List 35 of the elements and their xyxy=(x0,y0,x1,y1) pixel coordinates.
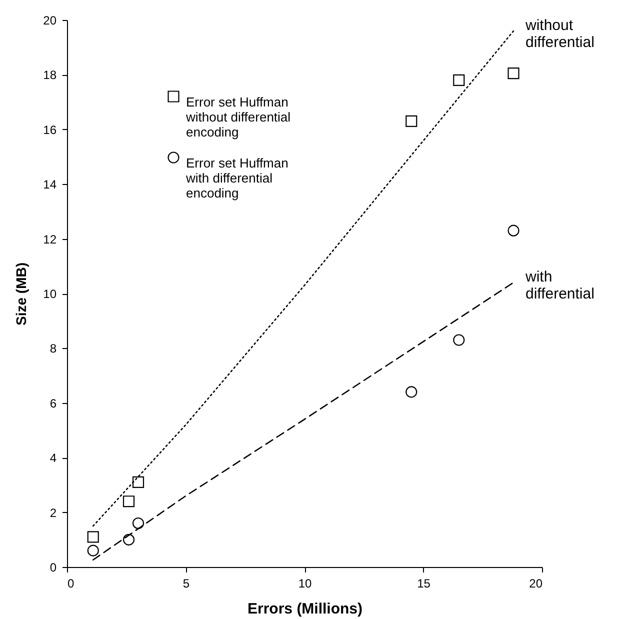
y-tick-label: 10 xyxy=(43,287,57,301)
point xyxy=(453,334,465,346)
point xyxy=(508,68,520,80)
point xyxy=(87,531,99,543)
y-axis-title: Size (MB) xyxy=(13,262,30,326)
x-tick-label: 15 xyxy=(417,576,431,590)
y-tick-label: 16 xyxy=(43,122,57,137)
point xyxy=(453,74,465,86)
point xyxy=(508,224,520,236)
y-tick-label: 14 xyxy=(43,178,57,192)
line-series xyxy=(92,30,514,527)
point xyxy=(132,517,144,530)
x-tick-label: 20 xyxy=(529,576,543,590)
legend-label: Error set Huffman with differential encoding xyxy=(185,156,288,200)
point xyxy=(406,386,418,398)
y-tick-label: 2 xyxy=(50,506,57,520)
y-tick-label: 20 xyxy=(43,14,57,28)
x-axis-title: Errors (Millions) xyxy=(247,600,363,618)
point xyxy=(122,496,135,508)
annotation: without differential xyxy=(524,16,594,51)
point xyxy=(132,476,144,488)
annotation: with differential xyxy=(524,268,594,303)
point xyxy=(122,534,135,546)
y-tick-label: 6 xyxy=(50,396,57,410)
y-tick-label: 12 xyxy=(43,232,57,246)
x-tick-label: 5 xyxy=(182,576,190,590)
point xyxy=(406,115,418,127)
x-tick-label: 10 xyxy=(298,576,312,590)
point xyxy=(87,544,99,556)
x-tick-label: 0 xyxy=(68,576,74,590)
y-tick-label: 4 xyxy=(50,451,57,466)
y-tick-label: 8 xyxy=(50,342,57,356)
legend-label: Error set Huffman without differential encoding xyxy=(185,94,291,140)
y-tick-label: 18 xyxy=(43,68,57,82)
y-tick-label: 0 xyxy=(50,560,57,574)
